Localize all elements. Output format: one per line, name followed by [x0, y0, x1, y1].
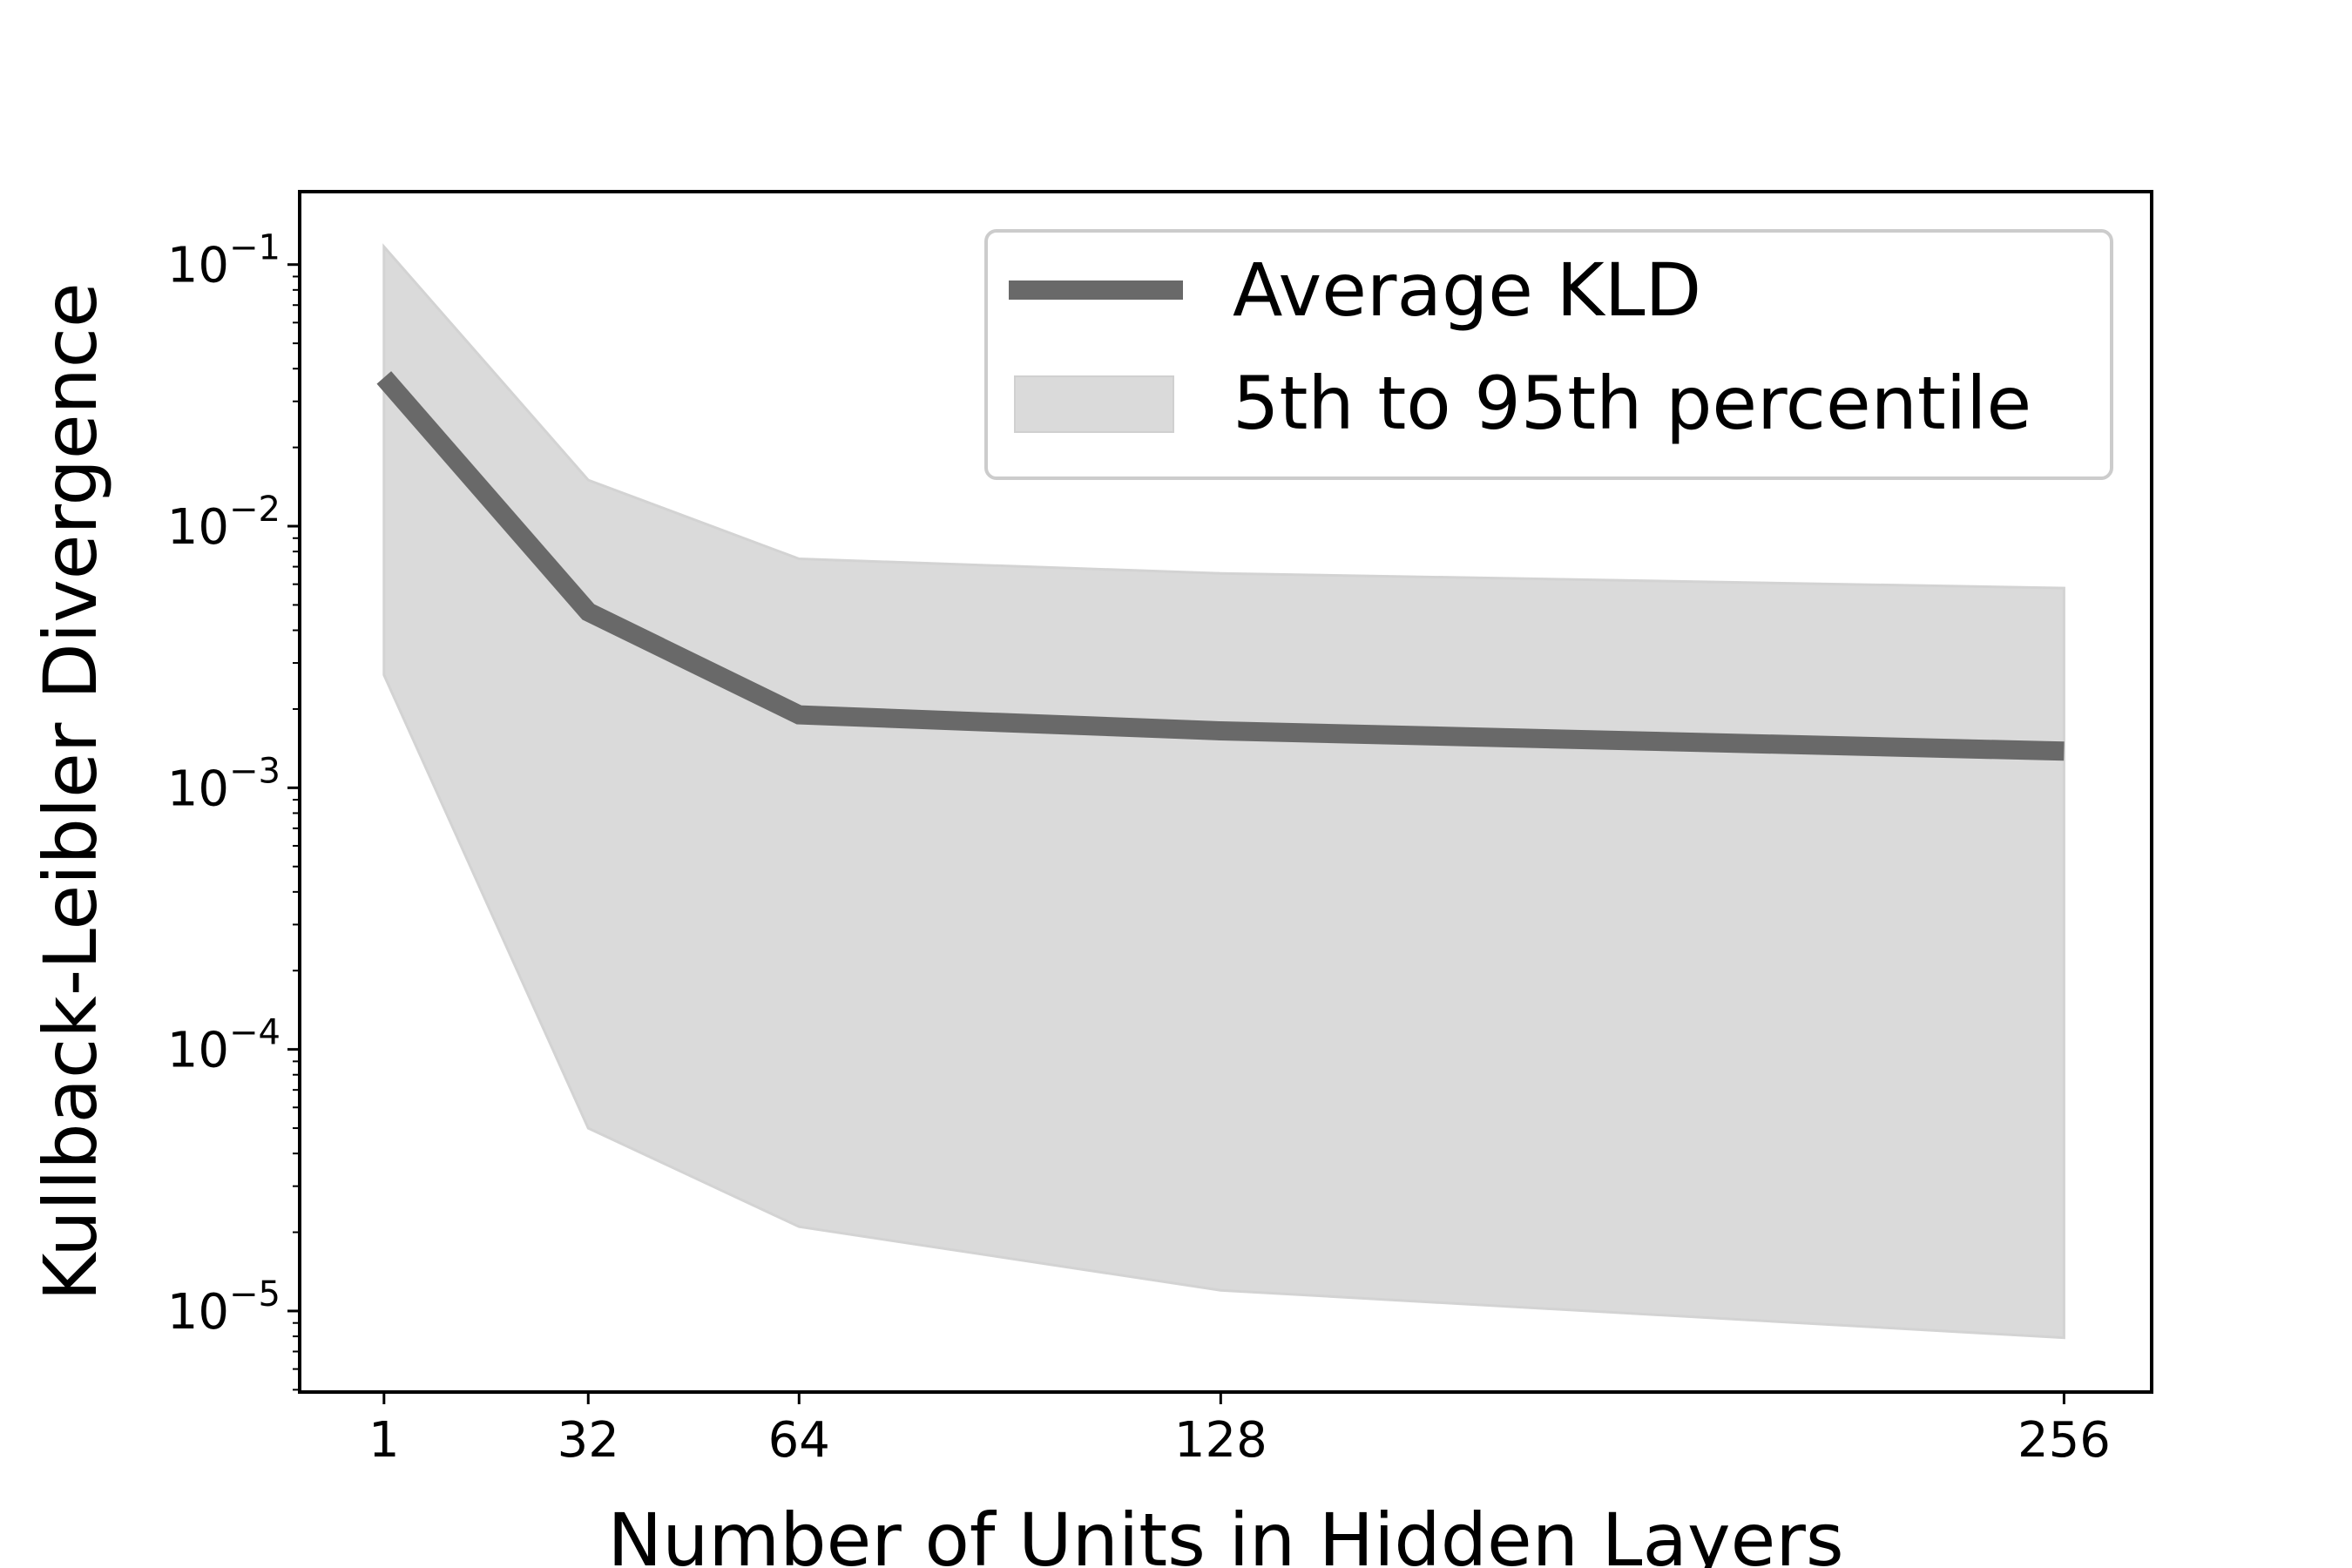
legend-label-percentile: 5th to 95th percentile: [1233, 361, 2031, 446]
legend: Average KLD 5th to 95th percentile: [984, 229, 2113, 480]
x-tick-label: 64: [768, 1412, 830, 1469]
legend-label-average: Average KLD: [1233, 247, 1701, 333]
x-tick-label: 128: [1174, 1412, 1267, 1469]
y-tick-label: 10−3: [167, 751, 280, 817]
plot-frame: [298, 190, 2153, 1394]
x-tick-label: 256: [2017, 1412, 2111, 1469]
plot-area: [376, 243, 2065, 1340]
legend-frame: [984, 229, 2113, 480]
x-tick-label: 32: [558, 1412, 619, 1469]
legend-band-swatch: [1014, 375, 1174, 433]
y-axis-label: Kullback-Leibler Divergence: [28, 282, 113, 1301]
average-kld-line: [376, 371, 2065, 761]
x-axis-label: Number of Units in Hidden Layers: [607, 1497, 1843, 1568]
x-axis: 1 32 64 128 256: [368, 1392, 2111, 1469]
y-tick-label: 10−2: [167, 490, 280, 556]
percentile-band: [382, 243, 2065, 1340]
y-tick-label: 10−1: [167, 228, 280, 294]
y-tick-label: 10−5: [167, 1274, 280, 1341]
y-axis: 10−1 10−2 10−3 10−4 10−5: [167, 228, 300, 1391]
x-tick-label: 1: [368, 1412, 400, 1469]
y-tick-label: 10−4: [167, 1013, 280, 1079]
